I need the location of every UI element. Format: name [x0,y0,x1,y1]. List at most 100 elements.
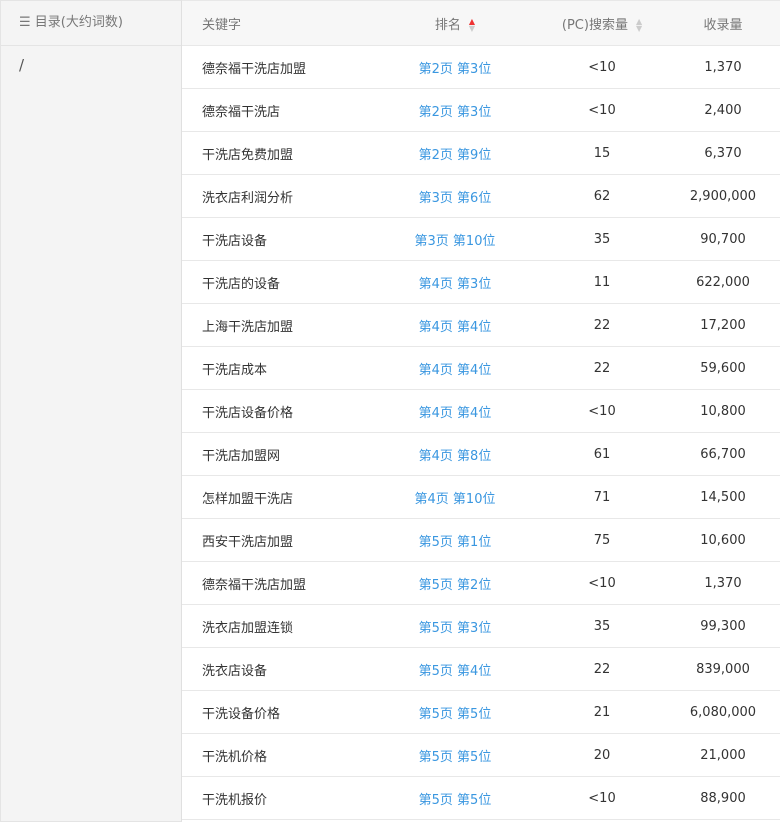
indexed-count-cell: 59,600 [700,360,746,376]
search-volume-cell: 15 [593,145,611,161]
table-row: 干洗店设备 第3页 第10位 35 90,700 [182,218,780,261]
list-icon: ☰ [19,15,35,30]
header-keyword: 关键字 [202,17,242,33]
search-volume-cell: <10 [588,403,616,419]
table-row: 干洗店的设备 第4页 第3位 11 622,000 [182,261,780,304]
keyword-cell: 德奈福干洗店 [202,104,281,120]
indexed-count-cell: 622,000 [696,274,750,290]
search-volume-cell: 21 [593,704,611,720]
table-row: 干洗机报价 第5页 第5位 <10 88,900 [182,777,780,820]
table-row: 上海干洗店加盟 第4页 第4位 22 17,200 [182,304,780,347]
search-volume-cell: 62 [593,188,611,204]
keyword-cell: 干洗机报价 [202,792,268,808]
keyword-cell: 干洗机价格 [202,749,268,765]
indexed-count-cell: 21,000 [700,747,746,763]
keyword-cell: 干洗设备价格 [202,706,281,722]
indexed-count-cell: 88,900 [700,790,746,806]
rank-link[interactable]: 第5页 第5位 [418,749,492,765]
keyword-cell: 干洗店成本 [202,362,268,378]
header-search-label: (PC)搜索量 [561,17,628,33]
search-volume-cell: <10 [588,59,616,75]
rank-link[interactable]: 第4页 第3位 [418,276,492,292]
indexed-count-cell: 2,900,000 [689,188,757,204]
header-indexed: 收录量 [703,17,743,33]
rank-link[interactable]: 第5页 第2位 [418,577,492,593]
table-row: 德奈福干洗店加盟 第2页 第3位 <10 1,370 [182,46,780,89]
table-row: 洗衣店加盟连锁 第5页 第3位 35 99,300 [182,605,780,648]
table-header: 关键字 排名 ▲ ▼ (PC)搜索量 ▲ ▼ 收录量 [182,0,780,46]
keyword-cell: 洗衣店利润分析 [202,190,294,206]
indexed-count-cell: 66,700 [700,446,746,462]
keyword-cell: 德奈福干洗店加盟 [202,61,307,77]
table-row: 干洗店免费加盟 第2页 第9位 15 6,370 [182,132,780,175]
rank-link[interactable]: 第2页 第3位 [418,61,492,77]
search-volume-cell: 11 [593,274,611,290]
table-row: 德奈福干洗店 第2页 第3位 <10 2,400 [182,89,780,132]
indexed-count-cell: 1,370 [704,59,742,75]
rank-link[interactable]: 第5页 第5位 [418,792,492,808]
search-volume-cell: <10 [588,102,616,118]
rank-link[interactable]: 第3页 第6位 [418,190,492,206]
search-volume-cell: <10 [588,790,616,806]
table-row: 洗衣店利润分析 第3页 第6位 62 2,900,000 [182,175,780,218]
search-volume-cell: 22 [593,317,611,333]
indexed-count-cell: 99,300 [700,618,746,634]
rank-link[interactable]: 第4页 第10位 [414,491,496,507]
indexed-count-cell: 90,700 [700,231,746,247]
indexed-count-cell: 10,600 [700,532,746,548]
rank-link[interactable]: 第4页 第4位 [418,362,492,378]
search-volume-cell: 71 [593,489,611,505]
search-volume-cell: 61 [593,446,611,462]
search-volume-cell: 35 [593,231,611,247]
indexed-count-cell: 10,800 [700,403,746,419]
keyword-cell: 干洗店的设备 [202,276,281,292]
table-row: 德奈福干洗店加盟 第5页 第2位 <10 1,370 [182,562,780,605]
header-rank[interactable]: 排名 ▲ ▼ [372,14,538,33]
rank-link[interactable]: 第2页 第3位 [418,104,492,120]
rank-link[interactable]: 第3页 第10位 [414,233,496,249]
indexed-count-cell: 14,500 [700,489,746,505]
table-row: 洗衣店设备 第5页 第4位 22 839,000 [182,648,780,691]
directory-item[interactable]: / [19,56,25,74]
rank-link[interactable]: 第5页 第4位 [418,663,492,679]
keyword-cell: 干洗店加盟网 [202,448,281,464]
rank-link[interactable]: 第2页 第9位 [418,147,492,163]
table-row: 干洗店成本 第4页 第4位 22 59,600 [182,347,780,390]
rank-link[interactable]: 第4页 第8位 [418,448,492,464]
rank-link[interactable]: 第4页 第4位 [418,405,492,421]
search-volume-cell: 22 [593,661,611,677]
indexed-count-cell: 839,000 [696,661,750,677]
sort-icon[interactable]: ▲ ▼ [468,17,476,33]
keyword-cell: 怎样加盟干洗店 [202,491,294,507]
rank-link[interactable]: 第4页 第4位 [418,319,492,335]
table-row: 干洗店设备价格 第4页 第4位 <10 10,800 [182,390,780,433]
directory-title: 目录(大约词数) [34,15,123,30]
search-volume-cell: 20 [593,747,611,763]
indexed-count-cell: 2,400 [704,102,742,118]
keyword-cell: 西安干洗店加盟 [202,534,294,550]
keyword-cell: 干洗店免费加盟 [202,147,294,163]
sort-icon[interactable]: ▲ ▼ [635,17,643,33]
search-volume-cell: 75 [593,532,611,548]
rank-link[interactable]: 第5页 第5位 [418,706,492,722]
directory-sidebar: ☰ 目录(大约词数) / [0,0,182,822]
header-rank-label: 排名 [434,17,461,33]
keyword-cell: 上海干洗店加盟 [202,319,294,335]
search-volume-cell: 35 [593,618,611,634]
table-row: 干洗店加盟网 第4页 第8位 61 66,700 [182,433,780,476]
indexed-count-cell: 6,080,000 [689,704,757,720]
keyword-table: 关键字 排名 ▲ ▼ (PC)搜索量 ▲ ▼ 收录量 德奈福干洗店加盟 第2页 第3位 … [182,0,780,820]
directory-header: ☰ 目录(大约词数) [1,1,181,46]
table-row: 西安干洗店加盟 第5页 第1位 75 10,600 [182,519,780,562]
keyword-cell: 洗衣店加盟连锁 [202,620,294,636]
header-search-volume[interactable]: (PC)搜索量 ▲ ▼ [538,14,666,33]
table-row: 怎样加盟干洗店 第4页 第10位 71 14,500 [182,476,780,519]
rank-link[interactable]: 第5页 第3位 [418,620,492,636]
keyword-cell: 洗衣店设备 [202,663,268,679]
indexed-count-cell: 17,200 [700,317,746,333]
keyword-cell: 干洗店设备价格 [202,405,294,421]
rank-link[interactable]: 第5页 第1位 [418,534,492,550]
keyword-cell: 德奈福干洗店加盟 [202,577,307,593]
keyword-cell: 干洗店设备 [202,233,268,249]
table-row: 干洗设备价格 第5页 第5位 21 6,080,000 [182,691,780,734]
